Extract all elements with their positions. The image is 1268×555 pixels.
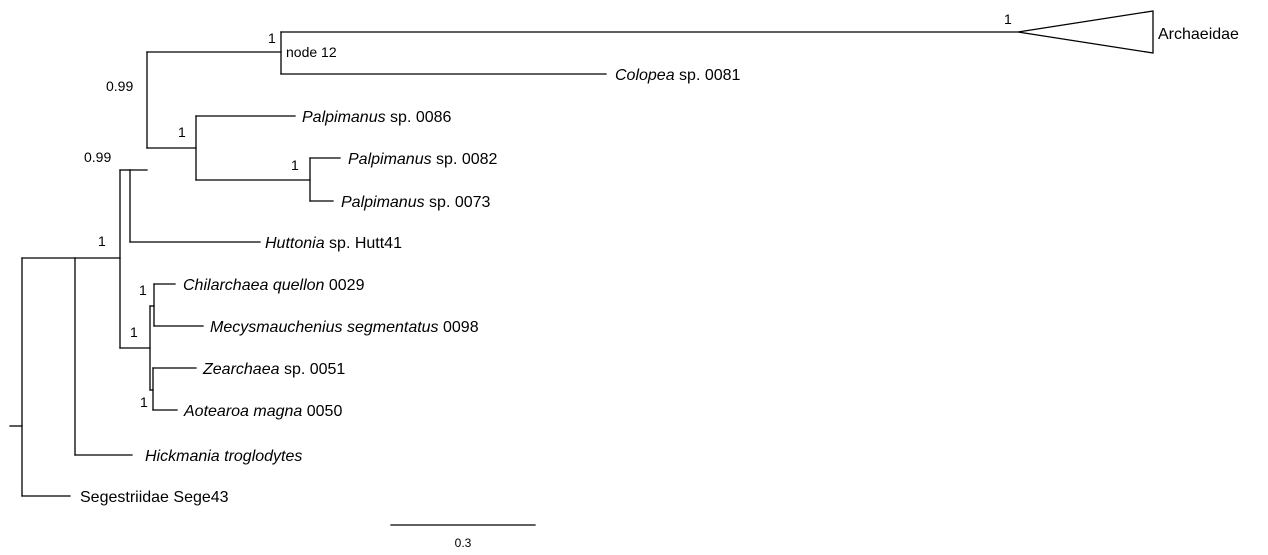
support-chil-mecys: 1 xyxy=(139,282,147,298)
taxon-aotearoa-genus: Aotearoa magna xyxy=(183,403,302,420)
taxon-palpimanus-0086-genus: Palpimanus xyxy=(302,109,386,126)
node-12-label: node 12 xyxy=(286,44,337,60)
support-node12: 1 xyxy=(268,30,276,46)
taxon-huttonia-genus: Huttonia xyxy=(265,235,325,252)
collapsed-archaeidae xyxy=(1017,10,1154,54)
taxon-colopea: Colopea sp. 0081 xyxy=(615,67,741,84)
taxon-hickmania: Hickmania troglodytes xyxy=(145,448,302,465)
scale-bar-label: 0.3 xyxy=(455,536,472,550)
taxon-chilarchaea-rest: 0029 xyxy=(324,277,364,294)
support-palpimanoid: 0.99 xyxy=(106,78,133,94)
taxon-segestriidae: Segestriidae Sege43 xyxy=(80,489,229,506)
taxon-huttonia: Huttonia sp. Hutt41 xyxy=(265,235,402,252)
taxon-palpimanus-0086: Palpimanus sp. 0086 xyxy=(302,109,452,126)
taxon-aotearoa: Aotearoa magna 0050 xyxy=(183,403,342,420)
taxon-palpimanus-0086-rest: sp. 0086 xyxy=(386,109,452,126)
taxon-colopea-genus: Colopea xyxy=(615,67,675,84)
support-palpimanus: 1 xyxy=(178,124,186,140)
support-zear-aote: 1 xyxy=(140,394,148,410)
support-hick-group: 1 xyxy=(98,233,106,249)
taxon-chilarchaea-genus: Chilarchaea quellon xyxy=(183,277,325,294)
taxon-colopea-rest: sp. 0081 xyxy=(675,67,741,84)
taxon-chilarchaea: Chilarchaea quellon 0029 xyxy=(183,277,365,294)
support-ingroup: 0.99 xyxy=(84,149,111,165)
support-palp-pair: 1 xyxy=(291,157,299,173)
taxon-palpimanus-0073: Palpimanus sp. 0073 xyxy=(341,194,491,211)
taxon-palpimanus-0082-rest: sp. 0082 xyxy=(432,151,498,168)
taxon-huttonia-rest: sp. Hutt41 xyxy=(325,235,402,252)
taxon-aotearoa-rest: 0050 xyxy=(302,403,342,420)
taxon-zearchaea-rest: sp. 0051 xyxy=(280,361,346,378)
taxon-mecysmauchenius-genus: Mecysmauchenius segmentatus xyxy=(210,319,439,336)
taxon-palpimanus-0082-genus: Palpimanus xyxy=(348,151,432,168)
taxon-zearchaea: Zearchaea sp. 0051 xyxy=(202,361,345,378)
taxon-palpimanus-0082: Palpimanus sp. 0082 xyxy=(348,151,498,168)
taxon-palpimanus-0073-genus: Palpimanus xyxy=(341,194,425,211)
taxon-zearchaea-genus: Zearchaea xyxy=(202,361,280,378)
taxon-archaeidae: Archaeidae xyxy=(1158,26,1239,43)
taxon-palpimanus-0073-rest: sp. 0073 xyxy=(425,194,491,211)
support-mecys-group: 1 xyxy=(130,324,138,340)
support-archaeidae-clade: 1 xyxy=(1004,11,1012,27)
taxon-mecysmauchenius-rest: 0098 xyxy=(439,319,479,336)
taxon-mecysmauchenius: Mecysmauchenius segmentatus 0098 xyxy=(210,319,479,336)
taxon-hickmania-genus: Hickmania troglodytes xyxy=(145,448,302,465)
